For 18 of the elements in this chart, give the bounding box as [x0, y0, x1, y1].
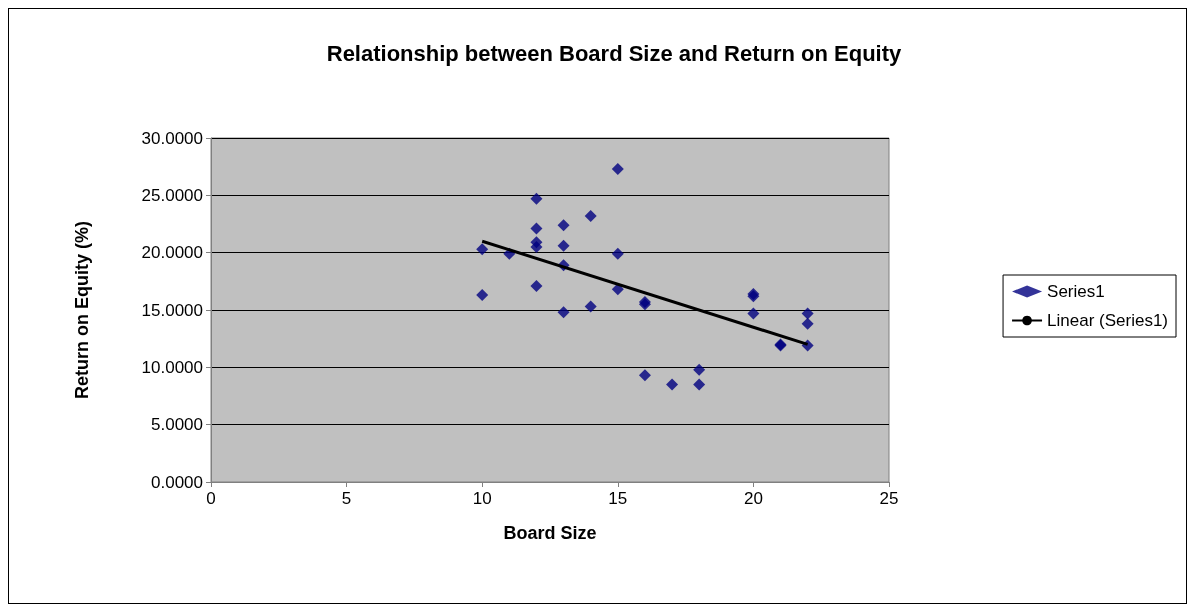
x-tick-label: 15 [608, 489, 628, 508]
y-tick-label: 0.0000 [151, 472, 203, 492]
x-tick-label: 5 [341, 489, 352, 508]
legend-label: Linear (Series1) [1047, 311, 1169, 330]
x-tick-label: 0 [206, 489, 216, 508]
y-axis-title: Return on Equity (%) [72, 221, 92, 399]
x-tick-label: 25 [879, 489, 899, 508]
legend-label: Series1 [1047, 282, 1105, 301]
chart-title: Relationship between Board Size and Return on Equity [326, 40, 903, 66]
x-tick-label: 10 [472, 489, 492, 508]
y-tick-label: 10.0000 [141, 357, 203, 377]
y-tick-label: 5.0000 [151, 415, 203, 435]
y-tick-label: 25.0000 [141, 185, 203, 205]
y-tick-label: 30.0000 [141, 128, 203, 148]
y-tick-label: 15.0000 [141, 300, 203, 320]
x-axis-title: Board Size [503, 523, 597, 543]
y-tick-label: 20.0000 [141, 243, 203, 263]
x-tick-label: 20 [743, 489, 763, 508]
